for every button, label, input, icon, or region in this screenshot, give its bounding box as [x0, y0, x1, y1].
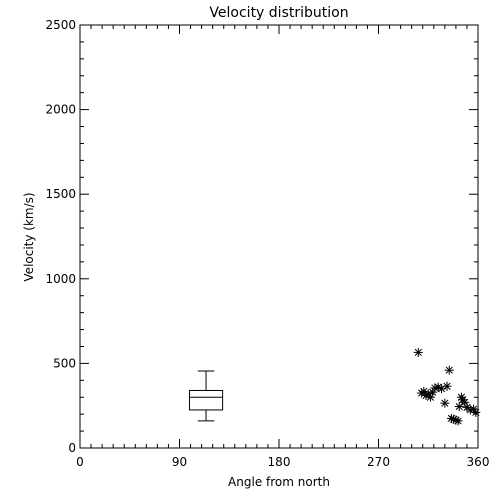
y-tick-label: 0: [68, 441, 76, 455]
x-tick-label: 0: [76, 455, 84, 469]
data-point: [453, 416, 463, 426]
data-point: [444, 365, 454, 375]
x-tick-label: 180: [268, 455, 291, 469]
x-tick-label: 270: [367, 455, 390, 469]
y-tick-label: 1000: [45, 272, 76, 286]
data-point: [413, 347, 423, 357]
y-axis-label: Velocity (km/s): [22, 192, 36, 281]
x-tick-label: 90: [172, 455, 187, 469]
x-tick-label: 360: [467, 455, 490, 469]
data-point: [442, 381, 452, 391]
chart-title: Velocity distribution: [209, 5, 348, 21]
data-point: [440, 398, 450, 408]
y-tick-label: 2500: [45, 18, 76, 32]
data-point: [471, 407, 481, 417]
y-tick-label: 1500: [45, 187, 76, 201]
y-tick-label: 2000: [45, 103, 76, 117]
y-tick-label: 500: [53, 356, 76, 370]
plot-frame: [79, 24, 479, 449]
x-axis-label: Angle from north: [228, 475, 330, 489]
boxplot-box: [188, 389, 224, 411]
data-point: [454, 402, 464, 412]
